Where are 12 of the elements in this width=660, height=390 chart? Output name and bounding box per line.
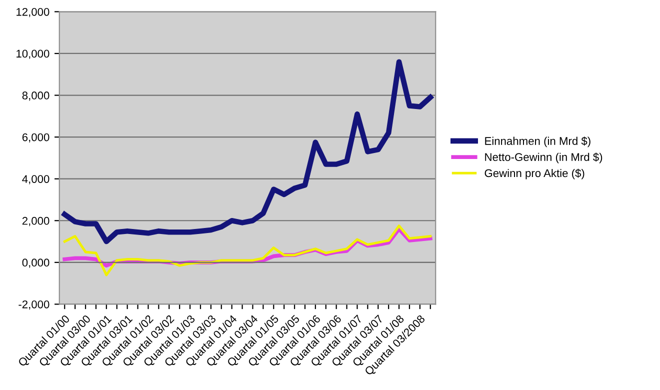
y-tick-label: 12,000: [16, 8, 50, 18]
y-tick-label: 0,000: [22, 258, 50, 268]
y-tick-label: 6,000: [22, 133, 50, 143]
y-tick-label: 8,000: [22, 92, 50, 101]
y-tick-label: -2,000: [18, 300, 50, 310]
legend-label: Einnahmen (in Mrd $): [485, 136, 590, 148]
y-tick-label: 10,000: [16, 50, 50, 59]
line-series: [63, 224, 432, 276]
legend-label: Netto-Gewinn (in Mrd $): [485, 152, 602, 164]
y-tick-label: 4,000: [22, 175, 50, 184]
legend-label: Gewinn pro Aktie ($): [484, 168, 584, 180]
y-tick-label: 2,000: [22, 216, 50, 226]
